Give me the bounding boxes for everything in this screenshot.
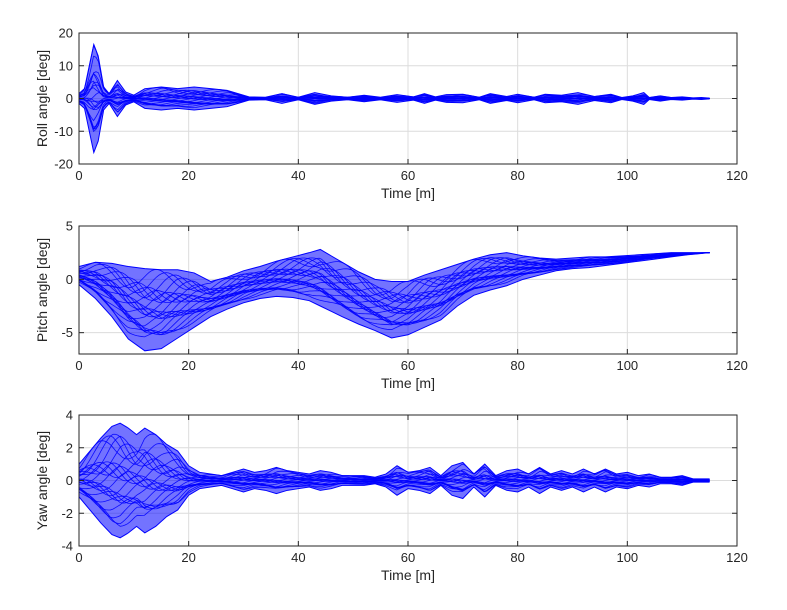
- yaw-x-tick-label: 60: [401, 550, 415, 565]
- yaw-y-tick-label: -4: [61, 539, 73, 554]
- roll-y-tick-label: 20: [59, 26, 73, 41]
- yaw-trajectory-line: [79, 452, 710, 481]
- pitch-trajectory-line: [79, 252, 710, 302]
- pitch-x-tick-label: 120: [726, 358, 748, 373]
- yaw-trajectory-line: [79, 435, 710, 481]
- yaw-x-tick-label: 100: [616, 550, 638, 565]
- yaw-x-tick-label: 80: [510, 550, 524, 565]
- roll-y-tick-label: 0: [66, 91, 73, 106]
- roll-x-axis-label: Time [m]: [381, 185, 435, 201]
- roll-panel: 0 20 40 60 80 100 120 -20 -10 0 10 20 Time [m] Roll a…: [34, 26, 748, 202]
- roll-y-tick-label: -20: [54, 157, 73, 172]
- roll-x-tick-label: 40: [291, 168, 305, 183]
- pitch-y-tick-label: 5: [66, 219, 73, 234]
- yaw-x-axis-label: Time [m]: [381, 567, 435, 583]
- roll-x-tick-label: 80: [510, 168, 524, 183]
- roll-series-group: [79, 42, 710, 155]
- yaw-lower-bound-line: [79, 481, 710, 539]
- roll-x-tick-label: 0: [75, 168, 82, 183]
- yaw-upper-bound-line: [79, 422, 710, 480]
- pitch-x-tick-label: 100: [616, 358, 638, 373]
- yaw-x-tick-label: 40: [291, 550, 305, 565]
- yaw-y-axis-label: Yaw angle [deg]: [34, 431, 50, 530]
- pitch-upper-bound-line: [79, 248, 710, 283]
- pitch-x-tick-label: 60: [401, 358, 415, 373]
- roll-y-tick-label: -10: [54, 124, 73, 139]
- yaw-trajectory-line: [79, 435, 710, 481]
- yaw-trajectory-line: [79, 433, 710, 481]
- yaw-y-tick-label: -2: [61, 506, 73, 521]
- pitch-y-tick-label: -5: [61, 325, 73, 340]
- pitch-x-tick-label: 40: [291, 358, 305, 373]
- yaw-panel: 0 20 40 60 80 100 120 -4 -2 0 2 4 Time [m] Yaw angle …: [34, 408, 748, 584]
- pitch-lower-bound-line: [79, 252, 710, 352]
- roll-upper-bound-line: [79, 42, 710, 99]
- roll-y-axis-label: Roll angle [deg]: [34, 50, 50, 147]
- yaw-x-tick-label: 0: [75, 550, 82, 565]
- yaw-trajectory-line: [79, 433, 710, 481]
- yaw-series-group: [79, 422, 710, 539]
- roll-lower-bound-line: [79, 98, 710, 155]
- pitch-x-tick-label: 80: [510, 358, 524, 373]
- yaw-x-tick-label: 20: [181, 550, 195, 565]
- roll-x-tick-label: 120: [726, 168, 748, 183]
- yaw-trajectory-line: [79, 480, 710, 504]
- yaw-trajectory-line: [79, 475, 710, 497]
- roll-x-tick-label: 60: [401, 168, 415, 183]
- roll-x-tick-label: 20: [181, 168, 195, 183]
- pitch-trajectory-line: [79, 252, 710, 296]
- roll-y-tick-label: 10: [59, 58, 73, 73]
- roll-x-tick-label: 100: [616, 168, 638, 183]
- pitch-series-group: [79, 248, 710, 352]
- pitch-y-tick-label: 0: [66, 272, 73, 287]
- pitch-x-tick-label: 0: [75, 358, 82, 373]
- yaw-y-tick-label: 2: [66, 440, 73, 455]
- pitch-y-axis-label: Pitch angle [deg]: [34, 238, 50, 342]
- pitch-panel: 0 20 40 60 80 100 120 -5 0 5 Time [m] Pitch angle […: [34, 219, 748, 392]
- yaw-trajectory-line: [79, 449, 710, 481]
- pitch-trajectory-line: [79, 252, 710, 303]
- pitch-x-axis-label: Time [m]: [381, 375, 435, 391]
- yaw-y-tick-label: 0: [66, 473, 73, 488]
- pitch-trajectory-line: [79, 252, 710, 304]
- pitch-x-tick-label: 20: [181, 358, 195, 373]
- yaw-y-tick-label: 4: [66, 408, 73, 423]
- roll-trajectory-line: [79, 71, 710, 99]
- pitch-trajectory-line: [79, 252, 710, 336]
- yaw-x-tick-label: 120: [726, 550, 748, 565]
